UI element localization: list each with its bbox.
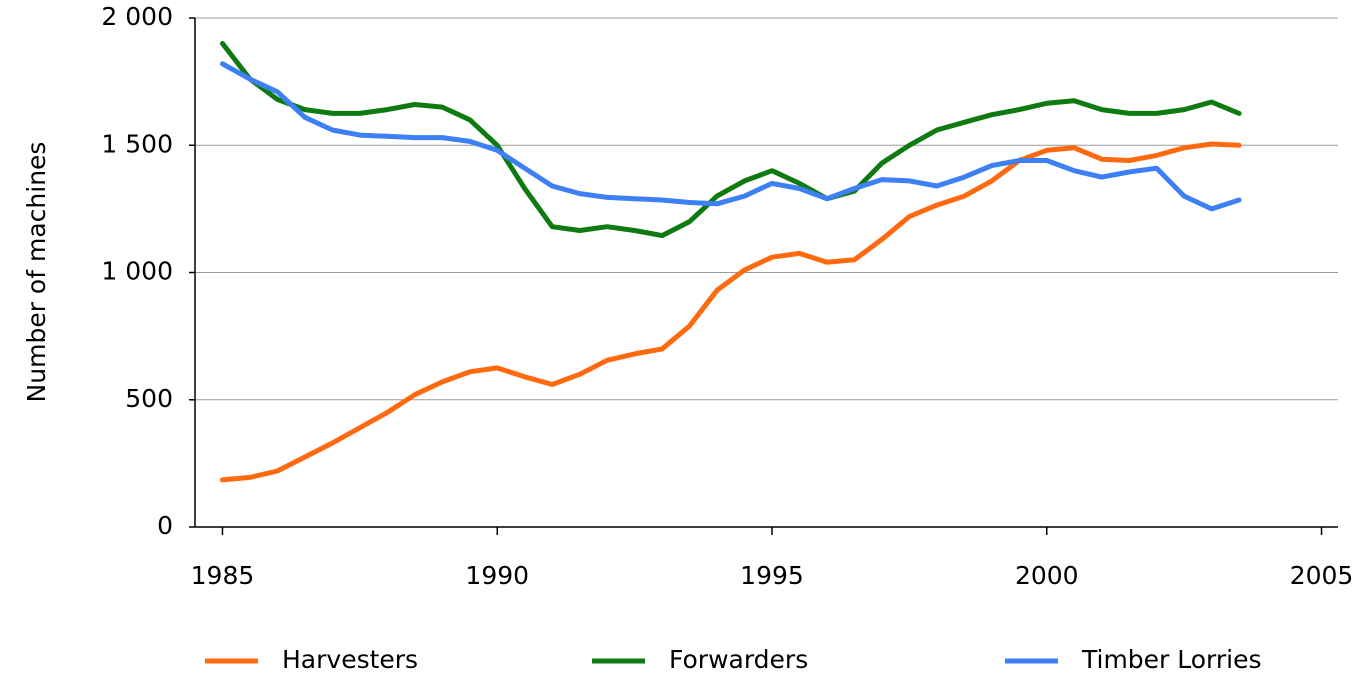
x-tick-label: 1990	[465, 561, 529, 590]
legend-label: Timber Lorries	[1081, 645, 1262, 674]
y-tick-label: 1 500	[101, 129, 173, 158]
y-tick-label: 500	[125, 384, 173, 413]
y-tick-label: 1 000	[101, 257, 173, 286]
x-tick-label: 1985	[191, 561, 255, 590]
y-tick-label: 0	[157, 511, 173, 540]
legend-label: Harvesters	[282, 645, 418, 674]
legend-label: Forwarders	[669, 645, 808, 674]
x-tick-label: 2005	[1290, 561, 1354, 590]
x-tick-label: 1995	[740, 561, 804, 590]
y-axis-label: Number of machines	[22, 142, 51, 403]
series-line	[220, 141, 1242, 483]
x-tick-label: 2000	[1015, 561, 1079, 590]
series-line	[220, 61, 1242, 212]
series-line	[220, 41, 1242, 239]
y-tick-label: 2 000	[101, 2, 173, 31]
